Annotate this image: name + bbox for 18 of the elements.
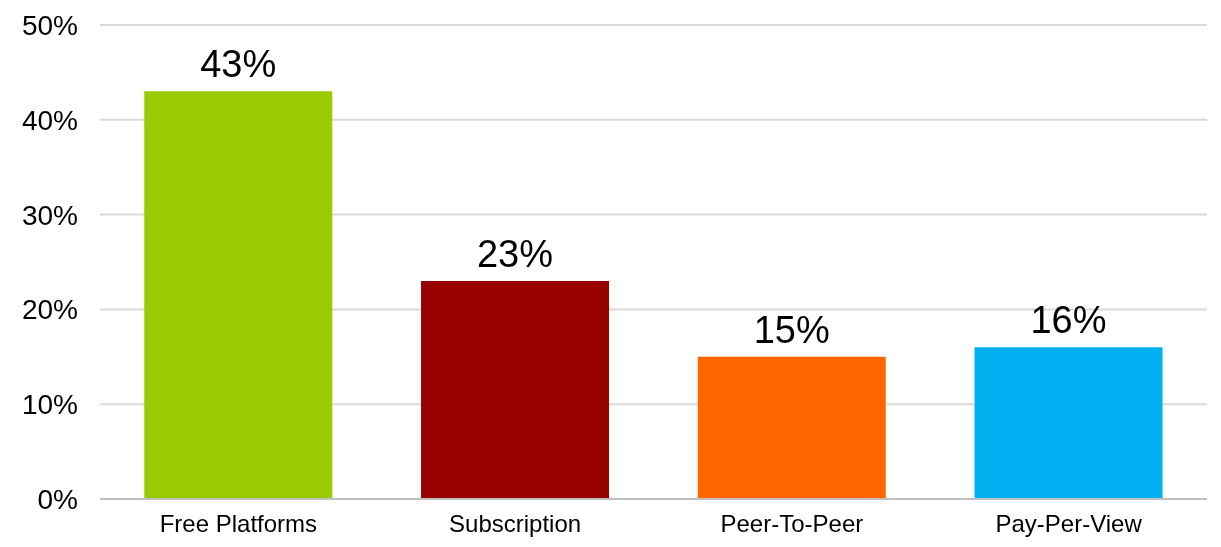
data-label: 43% (200, 43, 277, 86)
bar (421, 280, 610, 499)
bar (697, 356, 886, 499)
bar (974, 347, 1163, 499)
data-label: 23% (477, 232, 554, 275)
x-tick-label: Peer-To-Peer (720, 510, 864, 538)
data-label: 16% (1030, 299, 1107, 342)
y-tick-label: 20% (21, 294, 78, 326)
y-tick-label: 40% (21, 104, 78, 136)
x-tick-label: Subscription (449, 510, 582, 538)
y-tick-label: 30% (21, 199, 78, 231)
y-tick-label: 10% (21, 389, 78, 421)
x-tick-label: Free Platforms (159, 510, 318, 538)
x-tick-label: Pay-Per-View (995, 510, 1143, 538)
y-tick-label: 50% (21, 9, 78, 41)
data-label: 15% (753, 308, 830, 351)
bar (144, 91, 333, 499)
y-tick-label: 0% (37, 483, 78, 515)
